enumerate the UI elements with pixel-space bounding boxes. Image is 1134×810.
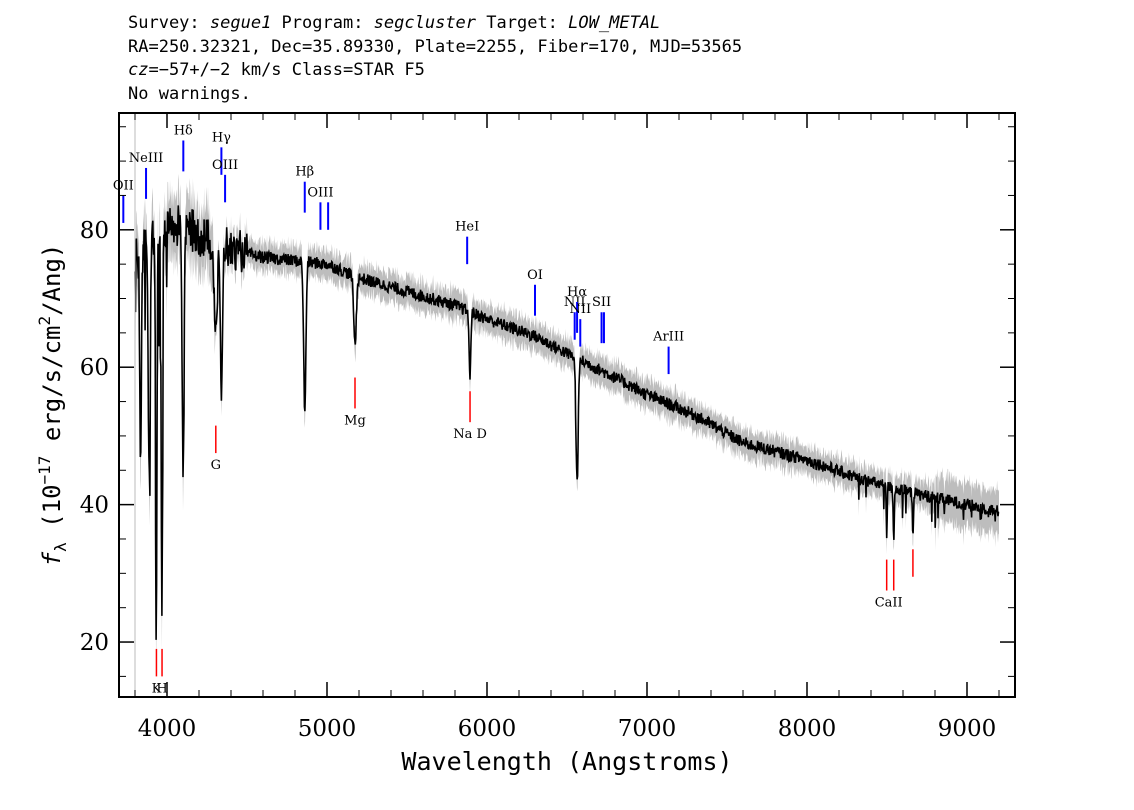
target-value: LOW_METAL: [568, 13, 661, 33]
survey-value: segue1: [209, 13, 272, 33]
spectrum-header: Survey: segue1 Program: segcluster Targe…: [128, 12, 742, 106]
x-tick-label: 7000: [618, 716, 677, 742]
plot-frame: [118, 112, 1016, 698]
cz-value: =−57+/−2 km/s: [148, 60, 282, 80]
class-value: Class=STAR F5: [281, 60, 425, 80]
cz-symbol: cz: [128, 60, 149, 80]
emission-label: HeI: [455, 220, 479, 235]
spectrum-layer: [134, 205, 1000, 640]
target-label: Target:: [476, 13, 569, 33]
y-label-units: erg/s/cm: [38, 326, 66, 456]
emission-label: Hδ: [174, 123, 193, 138]
error-band-layer: [135, 173, 999, 674]
survey-line: Survey: segue1 Program: segcluster Targe…: [128, 12, 742, 36]
emission-label: NII: [569, 302, 591, 317]
absorption-label: K: [152, 681, 162, 696]
ticks-layer: 4000 5000 6000 7000 8000 9000 20 40 60 80: [80, 113, 1015, 742]
x-tick-label: 8000: [778, 716, 837, 742]
x-tick-label: 5000: [298, 716, 357, 742]
emission-label: OIII: [212, 158, 238, 173]
y-label-f: f: [38, 551, 66, 566]
x-tick-label: 9000: [938, 716, 997, 742]
x-tick-label: 6000: [458, 716, 517, 742]
x-axis-label: Wavelength (Angstroms): [401, 747, 732, 776]
y-tick-label: 40: [80, 493, 109, 519]
y-label-sub: λ: [51, 542, 70, 552]
y-label-end: /Ang): [38, 244, 66, 316]
y-label-exp: −17: [35, 456, 54, 485]
absorption-label: Na D: [453, 427, 487, 442]
y-tick-label: 20: [80, 630, 109, 656]
emission-label: OI: [527, 268, 543, 283]
emission-label: Hα: [567, 285, 587, 300]
emission-label: NeIII: [129, 151, 163, 166]
warnings-line: No warnings.: [128, 83, 251, 104]
emission-label: Hβ: [295, 165, 314, 180]
absorption-label: G: [211, 458, 221, 473]
program-label: Program:: [271, 13, 374, 33]
y-label-sq: 2: [35, 316, 54, 326]
emission-label: Hγ: [212, 130, 231, 145]
y-label-pre: (10: [38, 484, 66, 542]
emission-label: NII: [564, 295, 586, 310]
spectrum-line: [134, 205, 1000, 640]
y-tick-label: 60: [80, 355, 109, 381]
x-tick-label: 4000: [138, 716, 197, 742]
survey-label: Survey:: [128, 13, 210, 33]
absorption-label: CaII: [875, 596, 903, 611]
emission-label: OIII: [307, 185, 333, 200]
absorption-label: Mg: [344, 413, 366, 428]
y-axis-label: fλ (10−17 erg/s/cm2/Ang): [35, 244, 70, 567]
program-value: segcluster: [373, 13, 477, 33]
emission-label: OII: [113, 178, 134, 193]
y-tick-label: 80: [80, 218, 109, 244]
emission-label: SII: [592, 295, 611, 310]
absorption-label: H: [156, 681, 167, 696]
redshift-line: cz=−57+/−2 km/s Class=STAR F5: [128, 59, 742, 83]
emission-label: ArIII: [652, 330, 684, 345]
error-band: [135, 173, 999, 674]
coordinates-line: RA=250.32321, Dec=35.89330, Plate=2255, …: [128, 36, 743, 57]
